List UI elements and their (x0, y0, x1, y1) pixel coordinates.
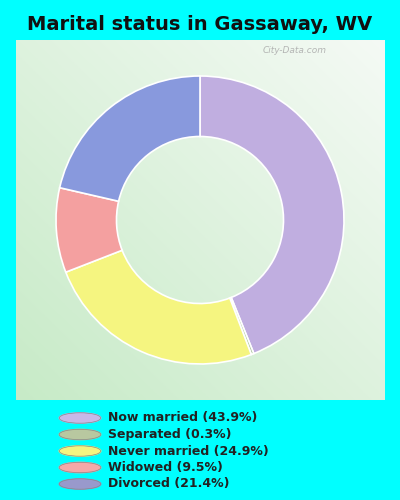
Text: Separated (0.3%): Separated (0.3%) (108, 428, 232, 441)
Text: Widowed (9.5%): Widowed (9.5%) (108, 461, 223, 474)
Circle shape (59, 430, 101, 440)
Wedge shape (200, 76, 344, 353)
Circle shape (59, 479, 101, 489)
Text: Now married (43.9%): Now married (43.9%) (108, 412, 257, 424)
Circle shape (59, 446, 101, 456)
Circle shape (59, 413, 101, 423)
Wedge shape (56, 188, 122, 272)
Wedge shape (66, 250, 251, 364)
Wedge shape (230, 298, 254, 354)
Text: Divorced (21.4%): Divorced (21.4%) (108, 478, 230, 490)
Text: Never married (24.9%): Never married (24.9%) (108, 444, 269, 458)
Wedge shape (60, 76, 200, 202)
Text: City-Data.com: City-Data.com (263, 46, 327, 54)
Text: Marital status in Gassaway, WV: Marital status in Gassaway, WV (27, 14, 373, 34)
Circle shape (59, 462, 101, 472)
